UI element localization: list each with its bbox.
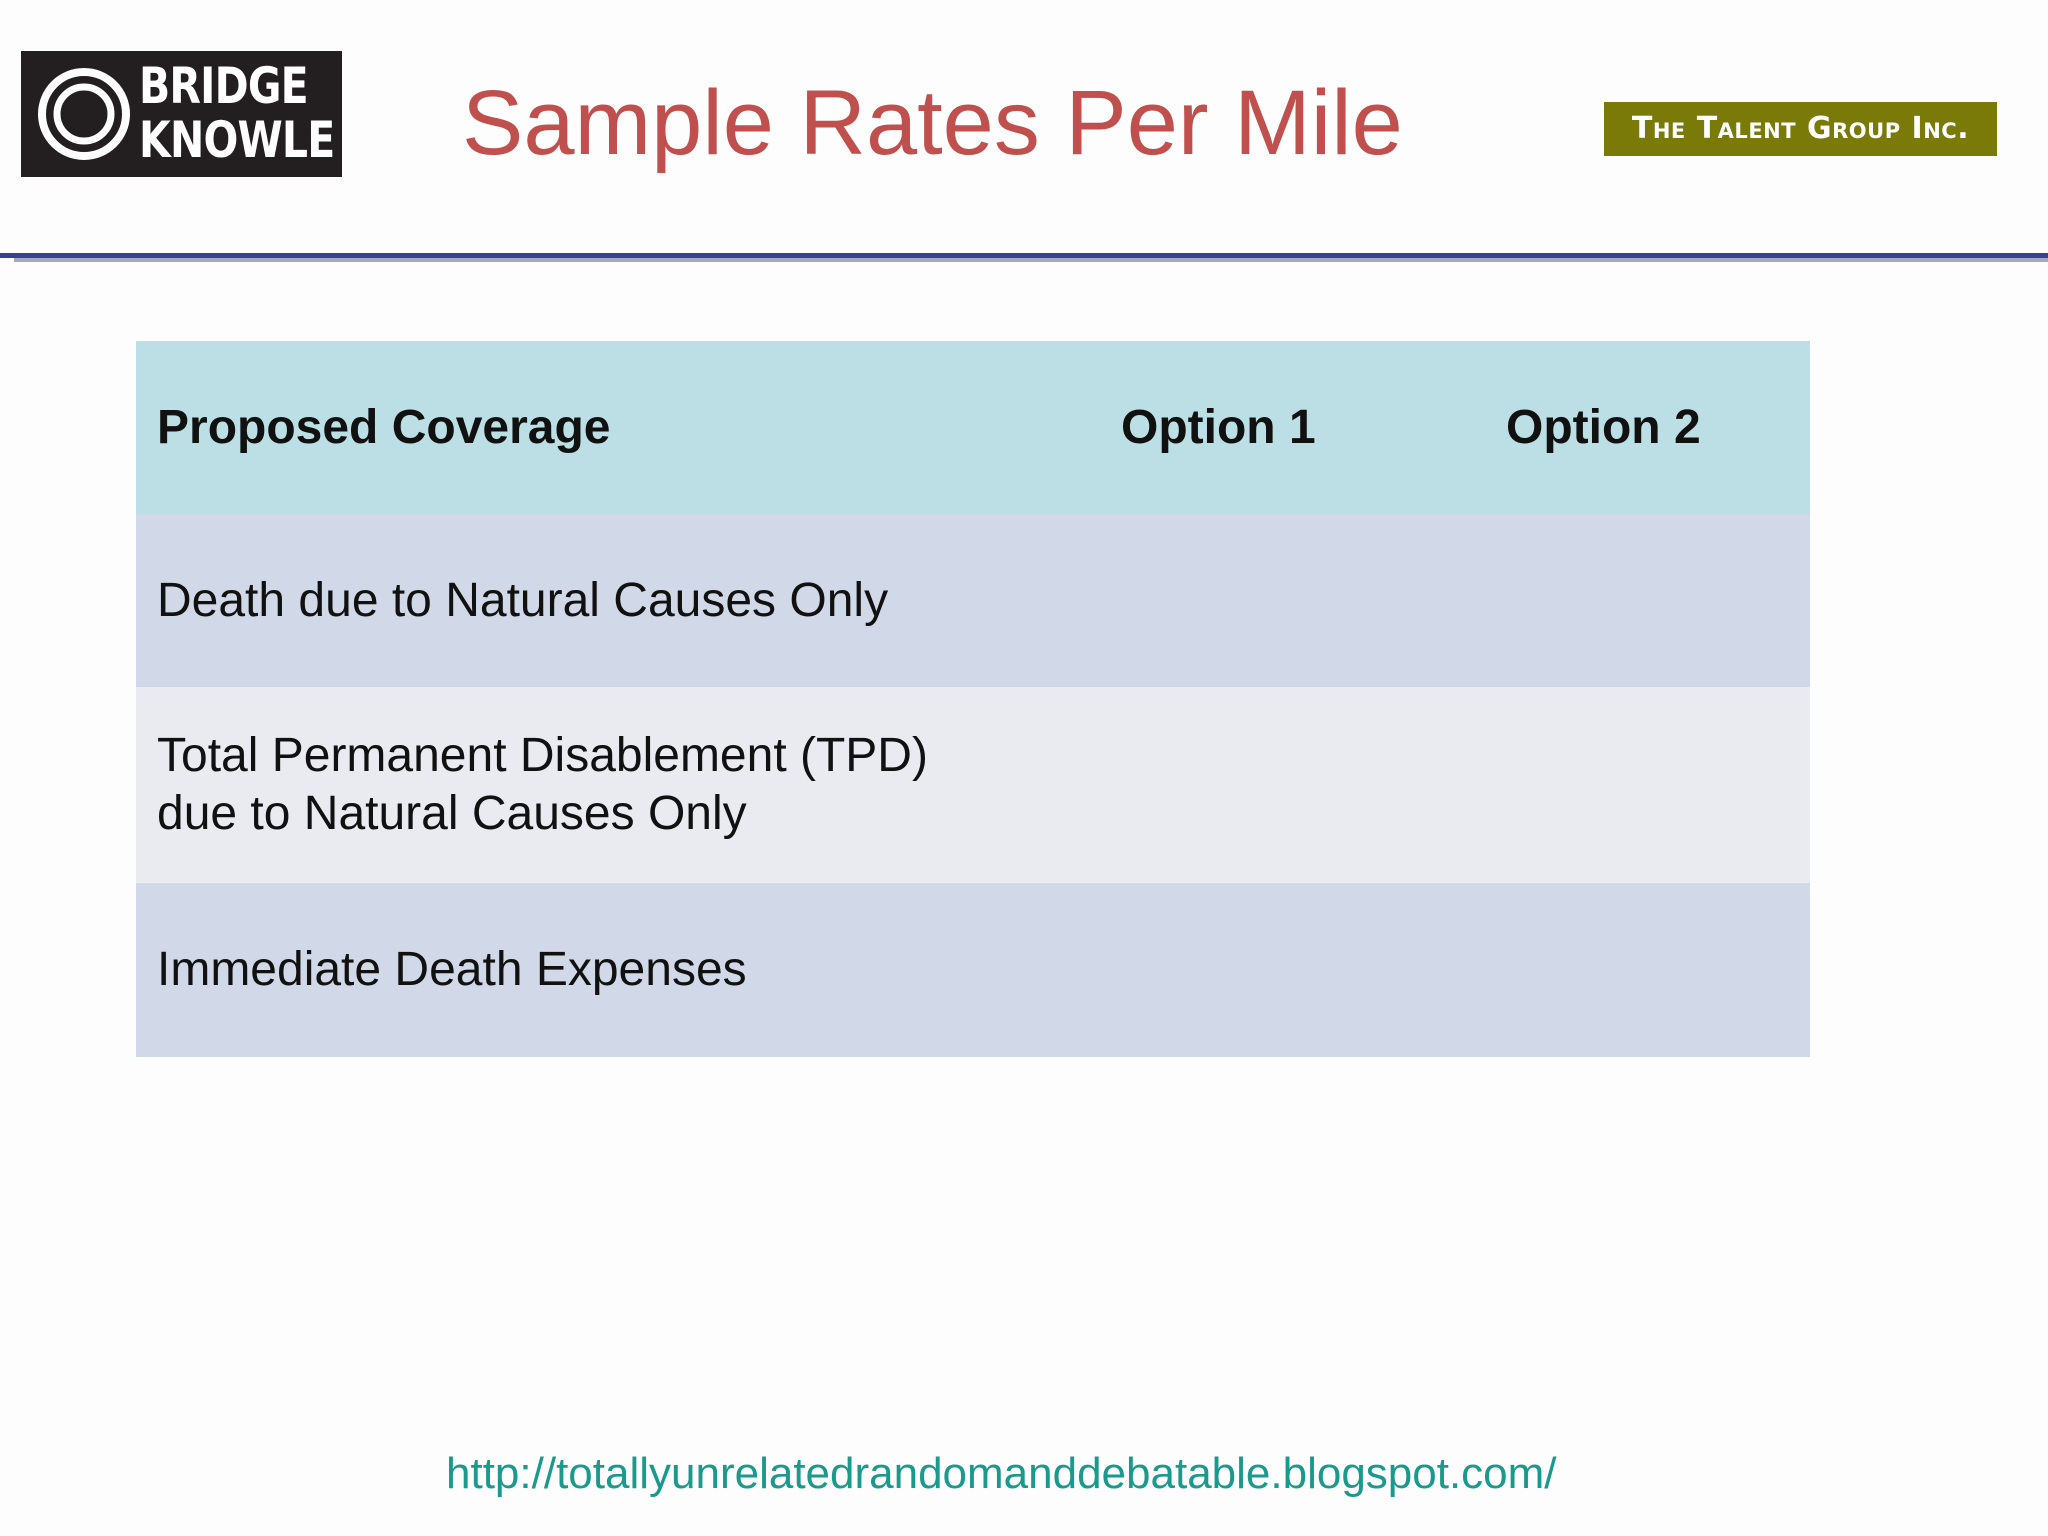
option-1-cell [1121, 883, 1506, 1057]
option-2-cell [1506, 514, 1810, 687]
coverage-text: Immediate Death Expenses [157, 943, 747, 996]
table-header-row: Proposed Coverage Option 1 Option 2 [136, 341, 1810, 514]
header-divider [0, 253, 2048, 258]
table-row: Immediate Death Expenses [136, 883, 1810, 1057]
table-row: Death due to Natural Causes Only [136, 514, 1810, 687]
coverage-cell: Immediate Death Expenses [136, 883, 1121, 1057]
header-divider-shadow [14, 258, 2048, 262]
coverage-cell: Death due to Natural Causes Only [136, 514, 1121, 687]
coverage-cell: Total Permanent Disablement (TPD) due to… [136, 687, 1121, 883]
header-option-1: Option 1 [1121, 401, 1316, 454]
option-1-cell [1121, 687, 1506, 883]
coverage-text: Death due to Natural Causes Only [157, 573, 889, 627]
table-row: Total Permanent Disablement (TPD) due to… [136, 687, 1810, 883]
coverage-text: due to Natural Causes Only [157, 787, 747, 840]
talent-group-logo: The Talent Group Inc. [1604, 102, 1997, 156]
coverage-text: Total Permanent Disablement (TPD) [157, 729, 928, 782]
coverage-table: Proposed Coverage Option 1 Option 2 Deat… [136, 341, 1810, 1057]
logo-text-line2: KNOWLE [139, 111, 335, 169]
logo-text-line1: BRIDGE [139, 57, 309, 115]
option-2-cell [1506, 687, 1810, 883]
option-2-cell [1506, 883, 1810, 1057]
slide-title: Sample Rates Per Mile [462, 72, 1403, 174]
option-1-cell [1121, 514, 1506, 687]
header-proposed-coverage: Proposed Coverage [157, 401, 611, 454]
footer-url-link[interactable]: http://totallyunrelatedrandomanddebatabl… [446, 1449, 1557, 1498]
ring-logo-icon [38, 68, 130, 160]
header-option-2: Option 2 [1506, 401, 1701, 454]
bridge-knowle-logo: BRIDGE KNOWLE [21, 51, 342, 177]
